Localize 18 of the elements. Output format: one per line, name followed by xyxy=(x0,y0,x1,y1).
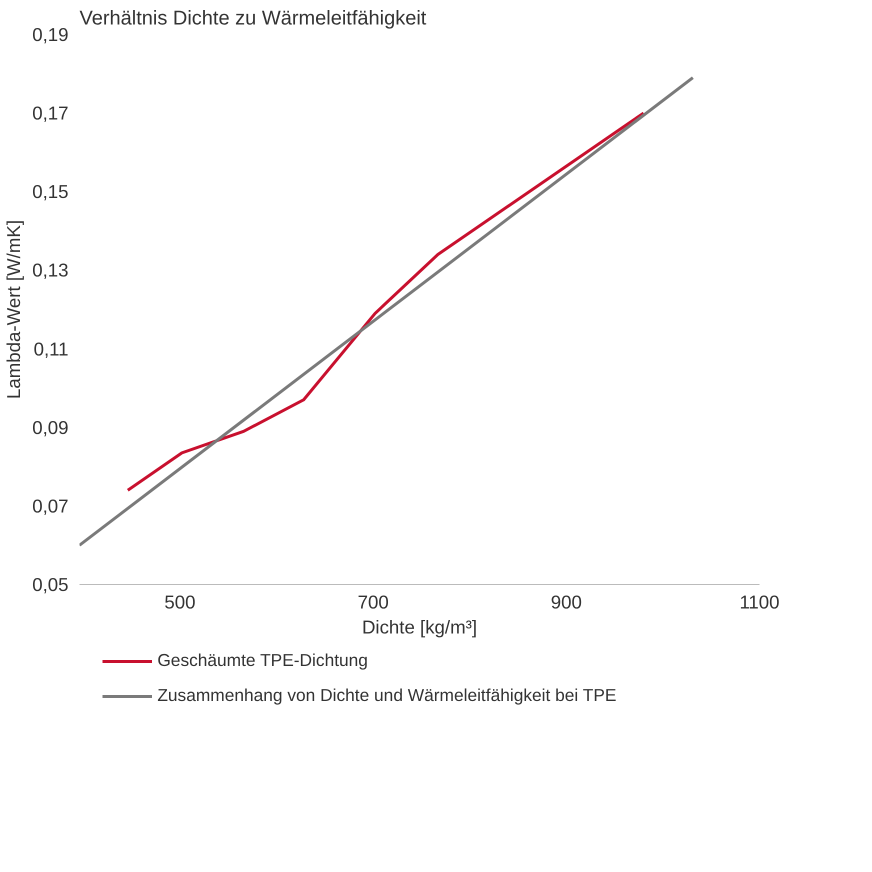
y-tick-label: 0,07 xyxy=(32,495,68,516)
x-tick-label: 500 xyxy=(164,592,196,612)
x-axis-title: Dichte [kg/m³] xyxy=(362,616,478,638)
x-tick-label: 700 xyxy=(358,592,389,612)
chart-title: Verhältnis Dichte zu Wärmeleitfähigkeit xyxy=(80,8,427,30)
y-tick-label: 0,13 xyxy=(32,260,68,281)
y-axis-title: Lambda-Wert [W/mK] xyxy=(3,220,24,399)
y-tick-label: 0,05 xyxy=(32,574,68,595)
y-tick-label: 0,11 xyxy=(34,338,69,360)
legend-label: Zusammenhang von Dichte und Wärmeleitfähigkeit bei TPE xyxy=(157,685,616,706)
line-series xyxy=(126,112,646,492)
x-tick-label: 900 xyxy=(550,592,582,612)
y-tick-label: 0,15 xyxy=(32,181,68,202)
x-tick-label: 1100 xyxy=(739,592,780,612)
legend-label: Geschäumte TPE-Dichtung xyxy=(157,650,368,671)
y-tick-label: 0,17 xyxy=(32,102,68,124)
y-tick-label: 0,19 xyxy=(32,24,68,45)
y-tick-label: 0,09 xyxy=(32,416,68,438)
